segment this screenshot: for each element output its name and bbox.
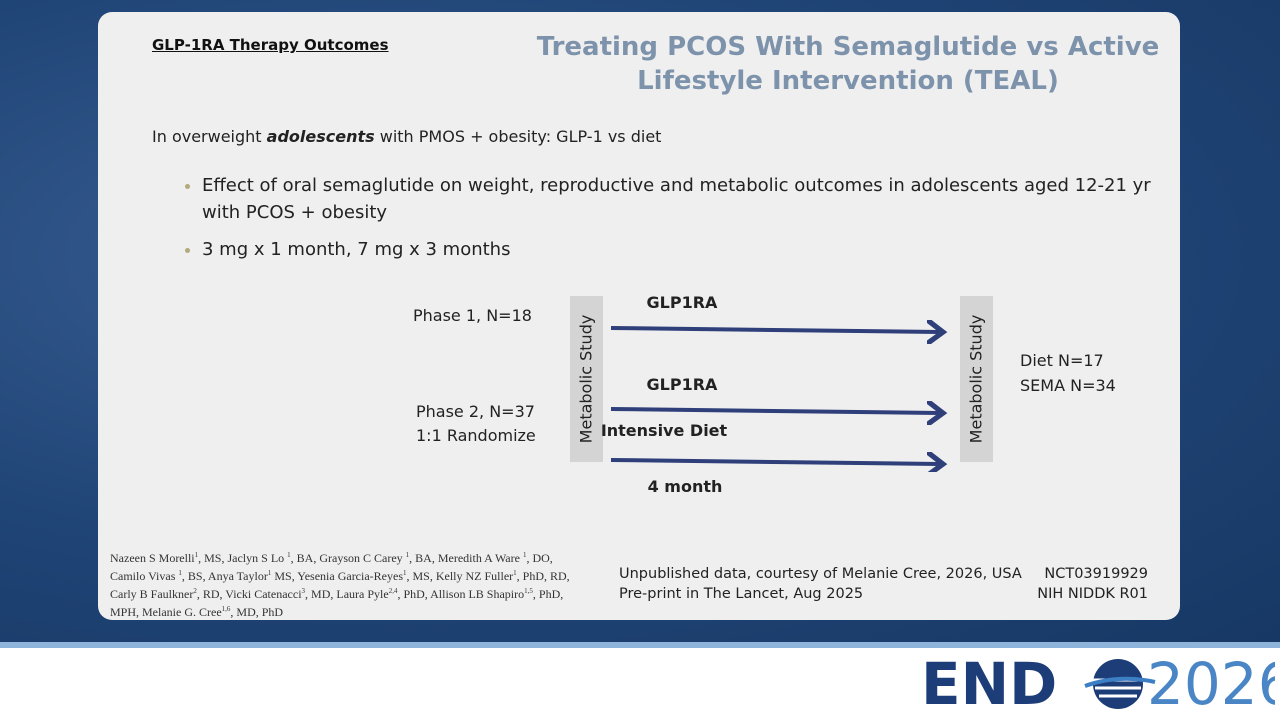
- text: Phase 2, N=37: [416, 402, 535, 421]
- ids: NCT03919929 NIH NIDDK R01: [1037, 564, 1148, 604]
- author-name: Carly B Faulkner: [110, 587, 194, 601]
- stripe: [0, 642, 1280, 648]
- author-name: Melanie G. Cree: [142, 605, 222, 619]
- affiliation: 1: [178, 569, 182, 577]
- affiliation: 3: [301, 587, 306, 595]
- author-degree: , MD, PhD: [230, 605, 284, 619]
- study-box: Metabolic Study: [570, 296, 603, 462]
- author-name: Camilo Vivas: [110, 569, 179, 583]
- arrow: [610, 409, 939, 413]
- authors: Nazeen S Morelli1, MS, Jaclyn S Lo 1, BA…: [110, 548, 580, 620]
- globe: [1084, 659, 1156, 709]
- study-box: Metabolic Study: [960, 296, 993, 462]
- author-degree: , MD,: [305, 587, 337, 601]
- author-degree: , MS,: [198, 551, 228, 565]
- affiliation: 2,4: [388, 587, 398, 595]
- phase-label: Phase 1, N=18: [413, 306, 532, 325]
- author-degree: , PhD, MPH,: [110, 587, 564, 619]
- author-name: Laura Pyle: [336, 587, 389, 601]
- arrow-label: Intensive Diet: [600, 421, 728, 440]
- note: Pre-print in The Lancet, Aug 2025: [619, 586, 864, 602]
- logo-right: 2026: [1147, 652, 1275, 714]
- title-line: Lifestyle Intervention (TEAL): [637, 66, 1059, 96]
- duration: 4 month: [647, 477, 723, 496]
- bullets: Effect of oral semaglutide on weight, re…: [168, 172, 1182, 273]
- title-line: Treating PCOS With Semaglutide vs Active: [536, 32, 1160, 62]
- affiliation: 1: [513, 569, 517, 577]
- intro: In overweight adolescents with PMOS + ob…: [152, 127, 661, 146]
- result: Diet N=17: [1020, 351, 1104, 370]
- author-degree: , PhD, RD,: [516, 569, 570, 583]
- text: 1:1 Randomize: [416, 426, 536, 445]
- author-name: Kelly NZ Fuller: [435, 569, 514, 583]
- title: Treating PCOS With Semaglutide vs Active…: [518, 30, 1178, 98]
- author-name: Jaclyn S Lo: [227, 551, 288, 565]
- author-degree: , DO,: [526, 551, 553, 565]
- author-degree: , RD,: [196, 587, 226, 601]
- author-degree: , BA,: [290, 551, 320, 565]
- affiliation: 1: [287, 551, 291, 559]
- notes: Unpublished data, courtesy of Melanie Cr…: [619, 564, 1022, 604]
- affiliation: 1,5: [524, 587, 533, 595]
- text: In overweight: [152, 127, 267, 146]
- arrow: [610, 328, 939, 332]
- author-degree: MS,: [271, 569, 298, 583]
- box-label: Metabolic Study: [966, 314, 986, 444]
- affiliation: 1: [194, 551, 199, 559]
- phase-label: Phase 2, N=37 1:1 Randomize: [416, 400, 536, 448]
- arrow-label: GLP1RA: [646, 375, 718, 394]
- author-name: Grayson C Carey: [319, 551, 406, 565]
- arrow: [610, 460, 939, 464]
- author-name: Anya Taylor: [207, 569, 268, 583]
- panel: GLP-1RA Therapy Outcomes Treating PCOS W…: [98, 12, 1180, 620]
- author-name: Meredith A Ware: [437, 551, 523, 565]
- author-degree: , MS,: [406, 569, 436, 583]
- affiliation: 1: [403, 569, 407, 577]
- arrow-label: GLP1RA: [646, 293, 718, 312]
- bullet: Effect of oral semaglutide on weight, re…: [202, 172, 1182, 226]
- note: Unpublished data, courtesy of Melanie Cr…: [619, 566, 1022, 582]
- affiliation: 1,6: [221, 605, 231, 613]
- author-degree: , BA,: [409, 551, 438, 565]
- author-name: Nazeen S Morelli: [110, 551, 195, 565]
- author-name: Vicki Catenacci: [225, 587, 302, 601]
- id: NIH NIDDK R01: [1037, 586, 1148, 602]
- arrows: [610, 302, 953, 472]
- results: Diet N=17 SEMA N=34: [1020, 348, 1116, 398]
- logo-left: END: [921, 652, 1057, 714]
- emphasis: adolescents: [266, 127, 375, 146]
- author-name: Yesenia Garcia-Reyes: [297, 569, 403, 583]
- affiliation: 1: [267, 569, 272, 577]
- section-label: GLP-1RA Therapy Outcomes: [152, 36, 389, 54]
- affiliation: 1: [405, 551, 410, 559]
- id: NCT03919929: [1044, 566, 1148, 582]
- affiliation: 2: [193, 587, 197, 595]
- affiliation: 1: [522, 551, 527, 559]
- author-name: Allison LB Shapiro: [430, 587, 525, 601]
- text: with PMOS + obesity: GLP-1 vs diet: [374, 127, 662, 146]
- author-degree: , BS,: [181, 569, 208, 583]
- bullet: 3 mg x 1 month, 7 mg x 3 months: [202, 236, 1182, 263]
- result: SEMA N=34: [1020, 376, 1116, 395]
- author-degree: , PhD,: [397, 587, 431, 601]
- logo: END 2026: [921, 652, 1275, 714]
